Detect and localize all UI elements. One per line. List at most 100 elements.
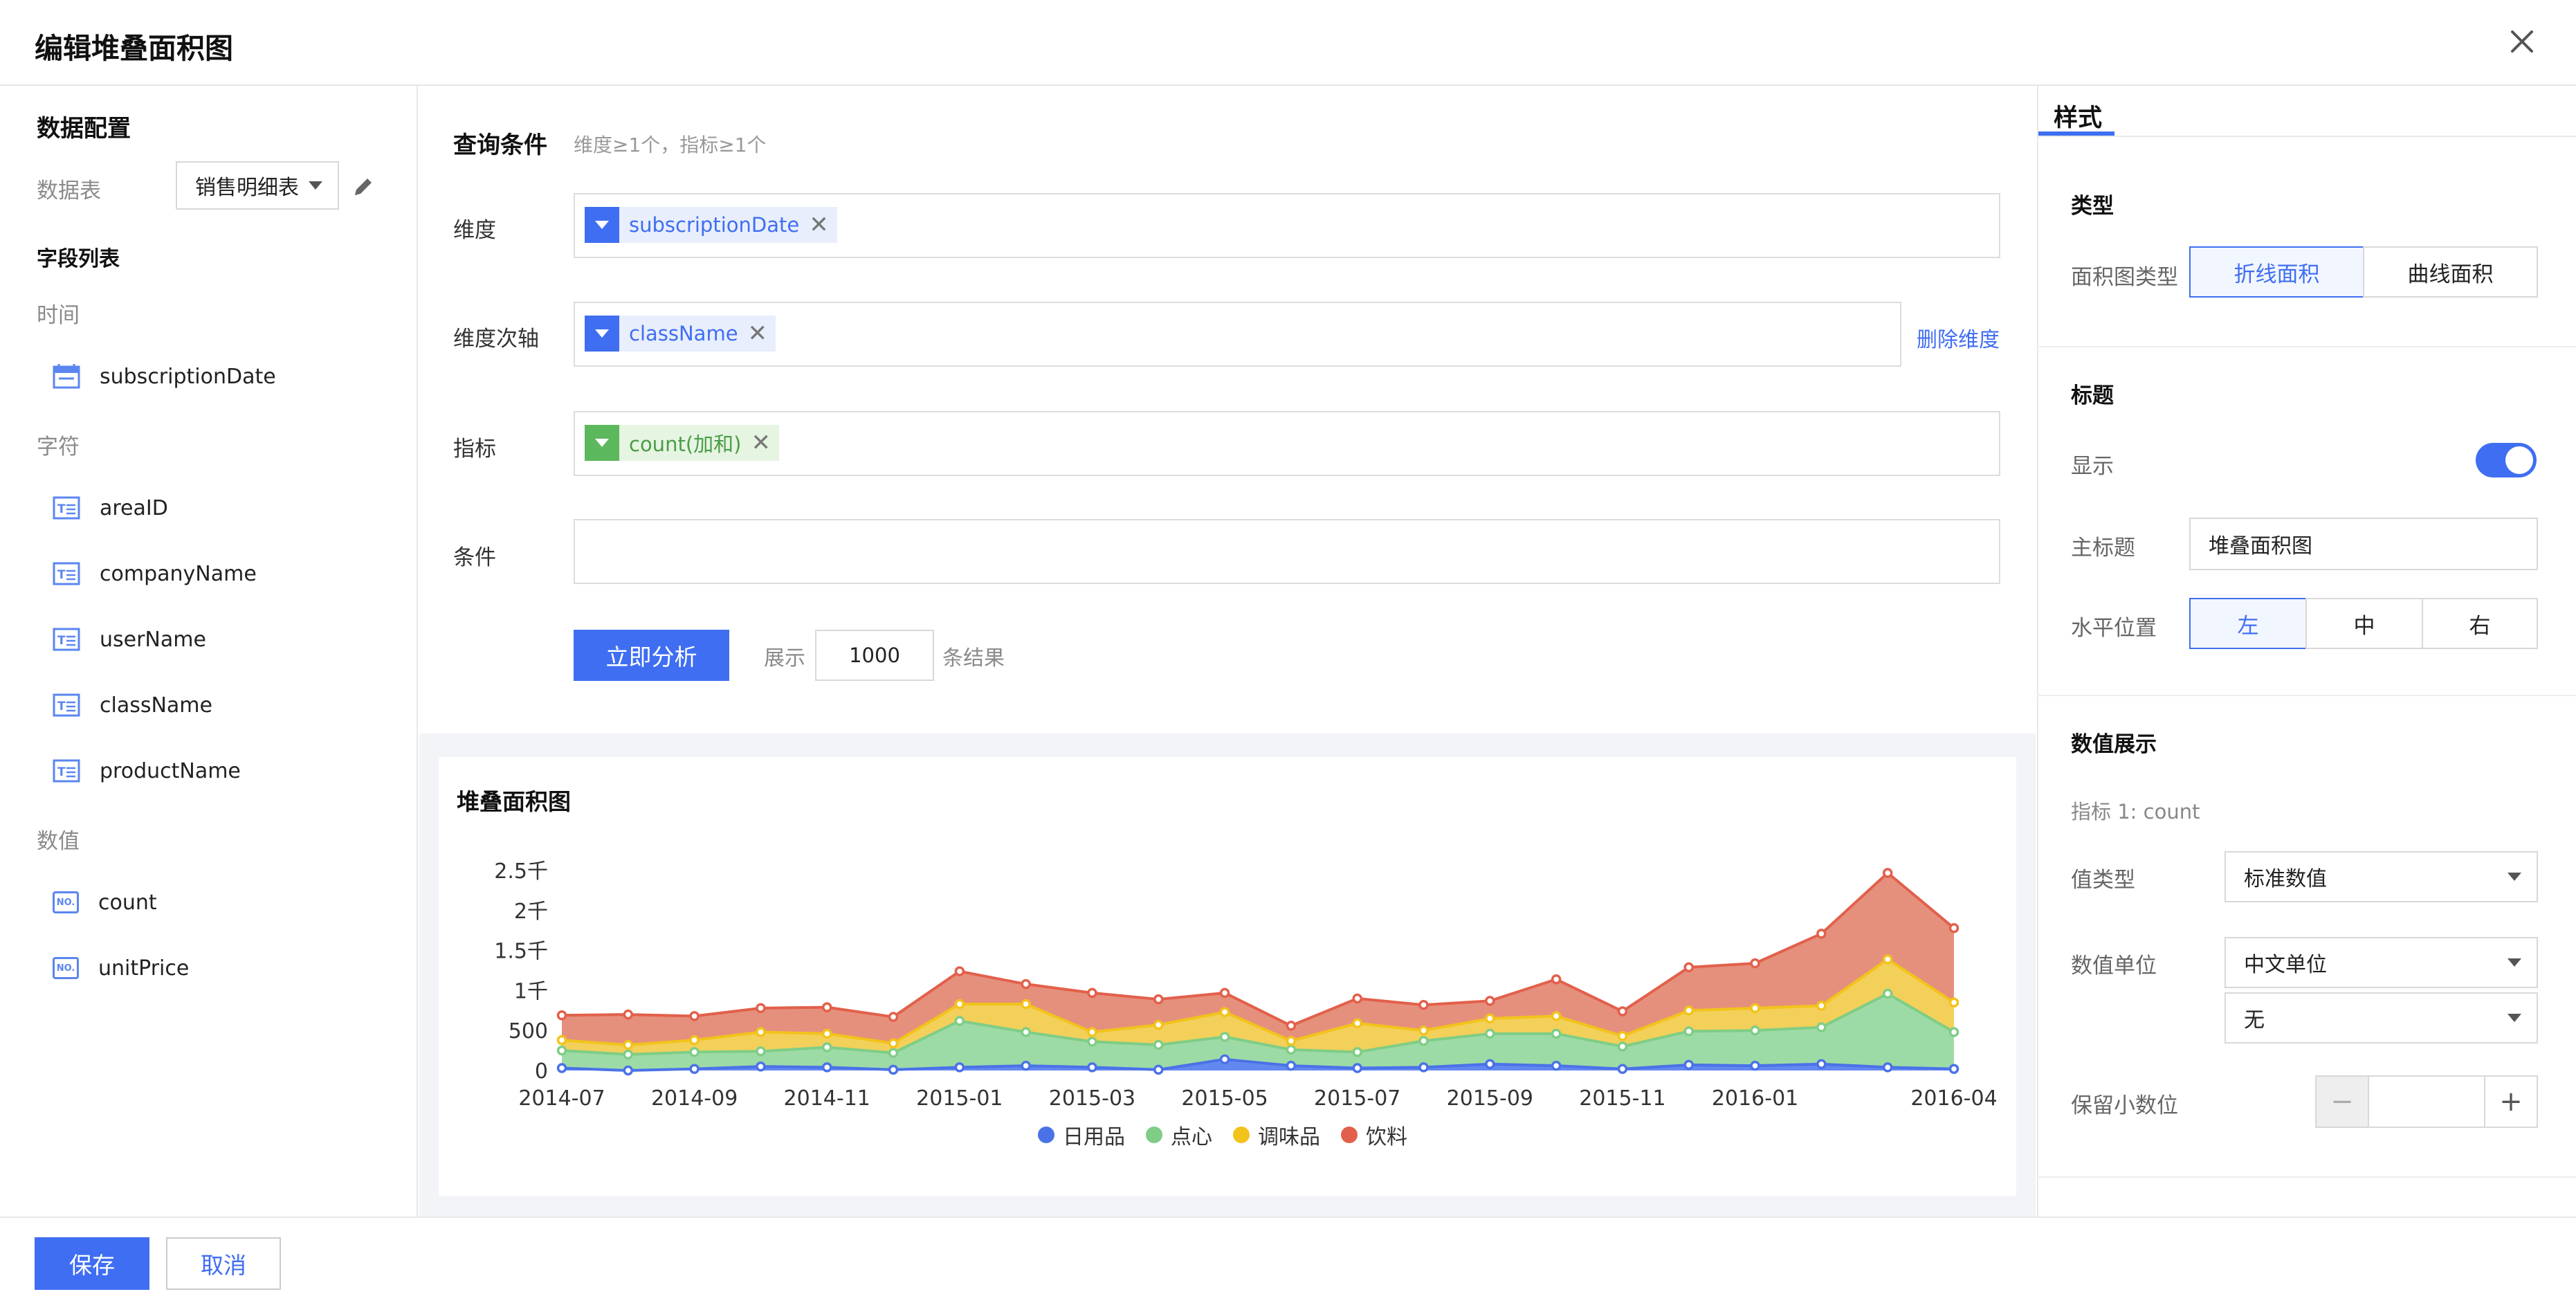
show-title-toggle[interactable]: [2476, 443, 2537, 477]
type-section-title: 类型: [2071, 194, 2114, 219]
legend-item[interactable]: 日用品: [1038, 1120, 1125, 1150]
legend-item[interactable]: 调味品: [1233, 1120, 1320, 1150]
field-group-time: 时间: [37, 303, 80, 328]
table-label: 数据表: [37, 179, 101, 203]
cancel-button[interactable]: 取消: [166, 1237, 281, 1290]
value-type-value: 标准数值: [2244, 867, 2327, 891]
series-line-2: [561, 957, 1955, 1047]
data-point: [1816, 929, 1827, 939]
show-title-label: 显示: [2071, 454, 2114, 479]
remove-tag-icon[interactable]: ✕: [747, 320, 768, 347]
field-item-productName[interactable]: T productName: [53, 751, 412, 790]
remove-tag-icon[interactable]: ✕: [751, 429, 771, 457]
dialog-footer: [0, 1217, 2576, 1303]
x-tick-label: 2015-09: [1447, 1086, 1533, 1111]
data-point: [1286, 1021, 1297, 1031]
data-point: [888, 1012, 899, 1022]
x-tick-label: 2014-11: [784, 1086, 870, 1111]
svg-text:T: T: [57, 502, 66, 516]
decimal-stepper[interactable]: − +: [2315, 1075, 2538, 1128]
field-item-areaID[interactable]: T areaID: [53, 489, 412, 527]
tab-style[interactable]: 样式: [2054, 104, 2103, 132]
data-point: [556, 1045, 567, 1056]
result-count-input[interactable]: [815, 630, 934, 681]
value-type-select[interactable]: 标准数值: [2225, 851, 2538, 902]
unit-sub-select[interactable]: 无: [2225, 992, 2538, 1044]
dropdown-icon[interactable]: [585, 425, 619, 461]
field-item-className[interactable]: T className: [53, 686, 412, 725]
legend-item[interactable]: 饮料: [1341, 1120, 1407, 1150]
metric-dropzone[interactable]: count(加和) ✕: [574, 411, 2000, 476]
unit-select[interactable]: 中文单位: [2225, 937, 2538, 988]
data-point: [1286, 1044, 1297, 1055]
field-item-unitPrice[interactable]: NO. unitPrice: [53, 949, 412, 987]
dimension-tag[interactable]: subscriptionDate ✕: [585, 207, 837, 243]
value-section-title: 数值展示: [2071, 732, 2157, 757]
data-point: [1551, 1028, 1562, 1039]
data-point: [954, 966, 965, 976]
field-item-subscriptionDate[interactable]: subscriptionDate: [53, 357, 412, 396]
field-name: count: [98, 890, 157, 915]
x-tick-label: 2016-04: [1910, 1086, 1997, 1111]
y-tick-label: 0: [535, 1059, 548, 1084]
field-item-userName[interactable]: T userName: [53, 620, 412, 659]
h-pos-right[interactable]: 右: [2422, 598, 2538, 649]
legend-label: 日用品: [1063, 1125, 1125, 1149]
data-point: [1418, 999, 1429, 1010]
data-point: [1551, 974, 1562, 985]
metric-tag[interactable]: count(加和) ✕: [585, 425, 779, 461]
data-point: [756, 1003, 766, 1014]
secondary-dimension-dropzone[interactable]: className ✕: [574, 302, 1901, 367]
decrement-button[interactable]: −: [2317, 1077, 2369, 1127]
area-1: [562, 994, 1954, 1070]
y-tick-label: 500: [509, 1019, 548, 1044]
area-type-line[interactable]: 折线面积: [2189, 246, 2364, 298]
dimension-dropzone[interactable]: subscriptionDate ✕: [574, 193, 2000, 258]
data-point: [623, 1039, 634, 1050]
data-point: [1617, 1031, 1628, 1041]
data-point: [1087, 1037, 1097, 1047]
h-pos-left[interactable]: 左: [2189, 598, 2307, 649]
remove-tag-icon[interactable]: ✕: [809, 211, 829, 239]
x-tick-label: 2015-11: [1579, 1086, 1665, 1111]
save-button[interactable]: 保存: [35, 1237, 149, 1290]
field-item-count[interactable]: NO. count: [53, 883, 412, 922]
metric-label: 指标: [453, 437, 496, 462]
data-config-panel: [0, 86, 418, 1217]
number-field-icon: NO.: [53, 957, 79, 979]
legend-item[interactable]: 点心: [1146, 1120, 1212, 1150]
field-name: productName: [100, 758, 241, 783]
legend-dot: [1341, 1127, 1358, 1143]
x-tick-label: 2015-01: [916, 1086, 1003, 1111]
data-point: [556, 1010, 567, 1021]
legend-label: 点心: [1171, 1125, 1212, 1149]
edit-table-icon[interactable]: [349, 173, 377, 201]
delete-dimension-link[interactable]: 删除维度: [1917, 328, 2000, 352]
field-item-companyName[interactable]: T companyName: [53, 554, 412, 593]
condition-dropzone[interactable]: [574, 519, 2000, 584]
decimal-input[interactable]: [2369, 1077, 2484, 1127]
h-pos-center[interactable]: 中: [2305, 598, 2423, 649]
main-title-input[interactable]: [2189, 518, 2538, 570]
chart-legend: 日用品 点心 调味品 饮料: [1038, 1120, 1407, 1150]
dropdown-icon[interactable]: [585, 316, 619, 352]
section-divider: [2037, 346, 2576, 347]
analyze-button[interactable]: 立即分析: [574, 630, 729, 681]
increment-button[interactable]: +: [2484, 1077, 2537, 1127]
data-point: [1087, 1027, 1097, 1037]
unit-label: 数值单位: [2071, 954, 2157, 978]
dropdown-icon[interactable]: [585, 207, 619, 243]
data-point: [888, 1064, 899, 1075]
legend-dot: [1146, 1127, 1162, 1143]
secondary-dimension-tag[interactable]: className ✕: [585, 316, 776, 352]
data-point: [1418, 1062, 1429, 1073]
number-field-icon: NO.: [53, 891, 79, 913]
data-point: [1219, 987, 1230, 999]
field-name: subscriptionDate: [100, 364, 276, 389]
y-tick-label: 2千: [514, 900, 548, 924]
table-select[interactable]: 销售明细表: [176, 161, 339, 210]
close-icon[interactable]: [2501, 21, 2543, 62]
area-type-curve[interactable]: 曲线面积: [2363, 246, 2538, 298]
data-point: [1617, 1064, 1628, 1074]
